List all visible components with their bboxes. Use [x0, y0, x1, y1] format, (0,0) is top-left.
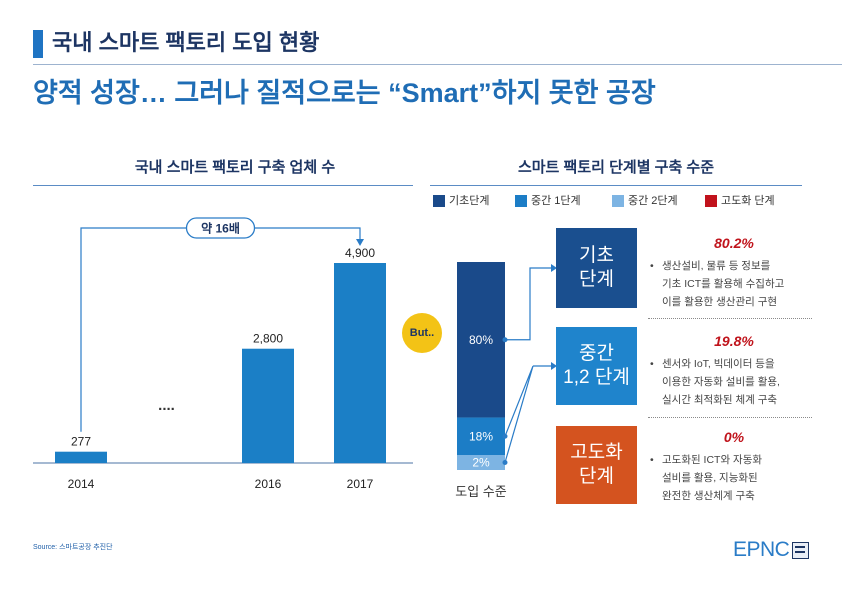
basic-stage-segment	[457, 262, 505, 418]
x-tick-label-2017: 2017	[347, 477, 374, 491]
company-count-bar-chart: 277 2014 2,800 2016 4,900 2017.... 약 16배	[33, 217, 413, 491]
bar-2016	[242, 348, 294, 463]
stage-box-basic: 기초 단계	[556, 228, 637, 308]
stage-percent: 19.8%	[714, 333, 754, 349]
stack-category-label: 도입 수준	[455, 484, 506, 499]
legend-label-mid-1: 중간 1단계	[531, 195, 581, 207]
stage-description-line: 설비를 활용, 지능화된	[662, 472, 758, 484]
right-chart-heading-rule	[430, 185, 802, 186]
mid-stage-2-segment-label: 2%	[472, 456, 490, 470]
growth-arrowhead-icon	[356, 239, 364, 246]
stage-description-line: 이용한 자동화 설비를 활용,	[662, 376, 780, 388]
left-chart-heading-rule	[33, 185, 413, 186]
stage-box-label-line: 고도화	[570, 442, 623, 463]
stage-description-line: 고도화된 ICT와 자동화	[648, 451, 826, 469]
source-note: Source: 스마트공장 추진단	[33, 544, 113, 551]
omitted-years-ellipsis: ....	[158, 397, 175, 414]
stage-box-label-line: 기초	[579, 245, 614, 266]
mid-stage-2-segment	[457, 455, 505, 470]
stage-box-mid: 중간 1,2 단계	[556, 327, 637, 405]
title-accent-bar	[33, 30, 43, 58]
connector-dot	[502, 337, 508, 343]
stage-description-line: 이를 활용한 생산관리 구현	[662, 296, 778, 308]
title-divider	[33, 64, 842, 65]
legend-swatch-basic	[433, 195, 445, 207]
connector-dot	[502, 460, 508, 465]
stage-percent: 80.2%	[714, 235, 754, 251]
legend-label-basic: 기초단계	[449, 195, 490, 207]
slide-subtitle: 양적 성장… 그러나 질적으로는 “Smart”하지 못한 공장	[33, 78, 656, 108]
stage-description-line: 생산설비, 물류 등 정보를	[648, 257, 826, 275]
bar-value-label-2017: 4,900	[345, 246, 375, 260]
epnc-logo: EPNC	[733, 538, 810, 561]
stage-box-advanced: 고도화 단계	[556, 426, 637, 504]
basic-stage-connector	[505, 267, 551, 341]
bar-2014	[55, 451, 107, 463]
x-tick-label-2016: 2016	[255, 477, 282, 491]
mid-stage-1-segment	[457, 417, 505, 455]
legend-item-basic: 기초단계	[433, 194, 489, 208]
legend-item-mid-1: 중간 1단계	[515, 194, 581, 208]
arrowhead-icon	[551, 362, 557, 370]
growth-multiplier-pill	[185, 217, 256, 239]
but-callout-label: But..	[409, 327, 435, 339]
arrowhead-icon	[551, 264, 557, 272]
stage-box-label-line: 단계	[579, 269, 614, 290]
left-chart-title: 국내 스마트 팩토리 구축 업체 수	[134, 159, 336, 176]
stage-description-line: 완전한 생산체계 구축	[662, 490, 755, 502]
stage-box-label-line: 단계	[579, 466, 614, 487]
mid-stage-connector	[504, 365, 551, 463]
stage-description-basic: 80.2% 생산설비, 물류 등 정보를 기초 ICT를 활용해 수집하고 이를…	[648, 235, 826, 311]
legend-item-mid-2: 중간 2단계	[612, 194, 678, 208]
legend-swatch-advanced	[705, 195, 717, 207]
legend-label-advanced: 고도화 단계	[721, 195, 775, 207]
but-callout-badge: But..	[402, 313, 442, 353]
basic-stage-segment-label: 80%	[469, 333, 493, 347]
right-chart-title: 스마트 팩토리 단계별 구축 수준	[517, 159, 715, 176]
stage-level-stacked-bar: 80% 18% 2% 도입 수준	[455, 262, 557, 499]
bar-2017	[334, 263, 386, 463]
stage-box-label-line: 1,2 단계	[563, 367, 630, 388]
legend-label-mid-2: 중간 2단계	[628, 195, 678, 207]
logo-mark-icon	[792, 541, 810, 559]
bar-value-label-2014: 277	[71, 435, 91, 449]
growth-bracket-line	[80, 227, 361, 432]
x-tick-label-2014: 2014	[68, 477, 95, 491]
stage-description-line: 센서와 IoT, 빅데이터 등을	[648, 355, 826, 373]
legend-swatch-mid-2	[612, 195, 624, 207]
mid-stage-1-segment-label: 18%	[469, 429, 493, 443]
legend-swatch-mid-1	[515, 195, 527, 207]
logo-text: EPNC	[733, 538, 790, 561]
stage-legend: 기초단계 중간 1단계 중간 2단계 고도화 단계	[433, 194, 803, 208]
growth-multiplier-label: 약 16배	[201, 221, 240, 236]
stage-description-line: 실시간 최적화된 체계 구축	[662, 394, 778, 406]
dotted-separator	[648, 318, 812, 319]
dotted-separator	[648, 417, 812, 418]
stage-description-advanced: 0% 고도화된 ICT와 자동화 설비를 활용, 지능화된 완전한 생산체계 구…	[648, 429, 826, 505]
connector-dot	[502, 433, 508, 439]
stage-box-label-line: 중간	[579, 343, 614, 364]
stage-description-mid: 19.8% 센서와 IoT, 빅데이터 등을 이용한 자동화 설비를 활용, 실…	[648, 333, 826, 409]
legend-item-advanced: 고도화 단계	[705, 194, 775, 208]
stage-percent: 0%	[723, 429, 745, 445]
slide-title: 국내 스마트 팩토리 도입 현황	[52, 30, 320, 55]
stage-description-line: 기초 ICT를 활용해 수집하고	[662, 278, 785, 290]
bar-value-label-2016: 2,800	[253, 332, 283, 346]
